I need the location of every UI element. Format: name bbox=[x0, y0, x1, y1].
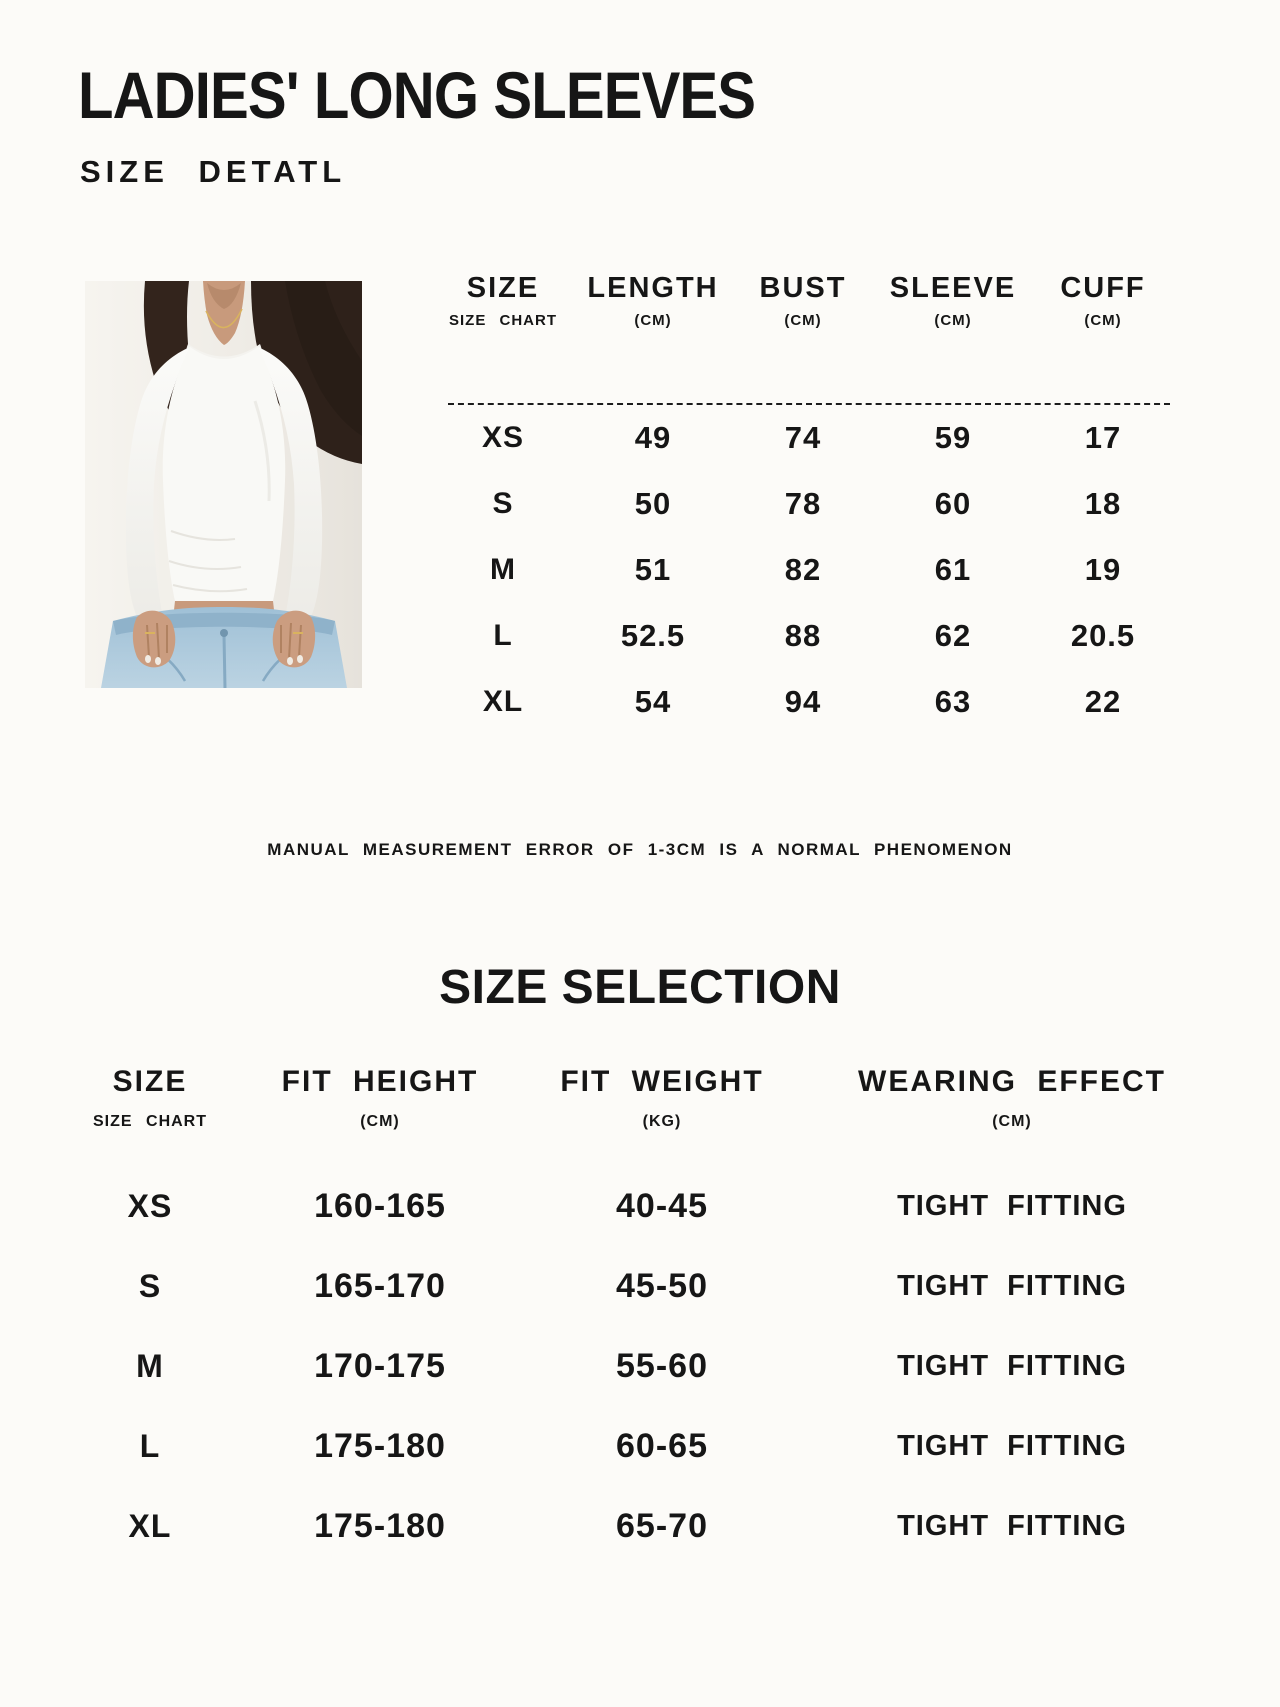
cell-size: M bbox=[490, 553, 516, 586]
cell-size: S bbox=[492, 487, 514, 520]
table-row: XL 54 94 63 22 bbox=[428, 669, 1178, 735]
cell-fit-weight: 40-45 bbox=[616, 1186, 708, 1225]
column-subheader-cuff: (CM) bbox=[1084, 312, 1122, 329]
cell-wearing-effect: TIGHT FITTING bbox=[897, 1509, 1127, 1542]
cell-length: 50 bbox=[634, 486, 672, 521]
column-header-size: SIZE bbox=[466, 272, 540, 304]
table-row: S 165-170 45-50 TIGHT FITTING bbox=[60, 1247, 1220, 1325]
cell-sleeve: 59 bbox=[934, 420, 972, 455]
cell-bust: 94 bbox=[784, 684, 822, 719]
cell-fit-weight: 60-65 bbox=[616, 1426, 708, 1465]
column-header-bust: BUST bbox=[759, 272, 847, 304]
cell-fit-weight: 45-50 bbox=[616, 1266, 708, 1305]
cell-bust: 74 bbox=[784, 420, 822, 455]
cell-bust: 88 bbox=[784, 618, 822, 653]
cell-sleeve: 61 bbox=[934, 552, 972, 587]
cell-fit-height: 175-180 bbox=[314, 1426, 446, 1465]
cell-bust: 78 bbox=[784, 486, 822, 521]
size-detail-subheader-row: SIZE CHART (CM) (CM) (CM) (CM) bbox=[428, 312, 1178, 334]
cell-size: XS bbox=[127, 1187, 173, 1224]
cell-wearing-effect: TIGHT FITTING bbox=[897, 1269, 1127, 1302]
column-header-cuff: CUFF bbox=[1060, 272, 1146, 304]
table-row: L 175-180 60-65 TIGHT FITTING bbox=[60, 1407, 1220, 1485]
table-row: L 52.5 88 62 20.5 bbox=[428, 603, 1178, 669]
column-subheader-bust: (CM) bbox=[784, 312, 822, 329]
column-header-fit-weight: FIT WEIGHT bbox=[560, 1065, 764, 1098]
product-photo bbox=[85, 281, 362, 688]
cell-fit-height: 170-175 bbox=[314, 1346, 446, 1385]
column-subheader-length: (CM) bbox=[634, 312, 672, 329]
column-header-fit-height: FIT HEIGHT bbox=[281, 1065, 479, 1098]
cell-fit-height: 165-170 bbox=[314, 1266, 446, 1305]
table-row: M 170-175 55-60 TIGHT FITTING bbox=[60, 1327, 1220, 1405]
cell-fit-weight: 65-70 bbox=[616, 1506, 708, 1545]
column-subheader-sleeve: (CM) bbox=[934, 312, 972, 329]
cell-cuff: 22 bbox=[1084, 684, 1122, 719]
section-title-size-selection: SIZE SELECTION bbox=[439, 961, 841, 1014]
column-header-wearing-effect: WEARING EFFECT bbox=[858, 1065, 1166, 1098]
measurement-note: MANUAL MEASUREMENT ERROR OF 1-3CM IS A N… bbox=[267, 840, 1013, 859]
cell-wearing-effect: TIGHT FITTING bbox=[897, 1349, 1127, 1382]
cell-size: S bbox=[138, 1267, 162, 1304]
column-subheader-wearing-effect: (CM) bbox=[992, 1113, 1032, 1130]
cell-length: 49 bbox=[634, 420, 672, 455]
cell-wearing-effect: TIGHT FITTING bbox=[897, 1429, 1127, 1462]
cell-size: XL bbox=[482, 685, 524, 718]
cell-cuff: 18 bbox=[1084, 486, 1122, 521]
cell-length: 52.5 bbox=[620, 618, 686, 653]
cell-bust: 82 bbox=[784, 552, 822, 587]
column-subheader-size: SIZE CHART bbox=[93, 1113, 207, 1130]
table-row: XS 49 74 59 17 bbox=[428, 405, 1178, 471]
product-photo-illustration bbox=[85, 281, 362, 688]
size-selection-header-row: SIZE FIT HEIGHT FIT WEIGHT WEARING EFFEC… bbox=[60, 1065, 1220, 1101]
table-row: XL 175-180 65-70 TIGHT FITTING bbox=[60, 1487, 1220, 1565]
cell-wearing-effect: TIGHT FITTING bbox=[897, 1189, 1127, 1222]
column-header-sleeve: SLEEVE bbox=[889, 272, 1017, 304]
cell-cuff: 19 bbox=[1084, 552, 1122, 587]
size-detail-header-row: SIZE LENGTH BUST SLEEVE CUFF bbox=[428, 272, 1178, 306]
dashed-divider bbox=[448, 403, 1170, 405]
size-selection-table: SIZE FIT HEIGHT FIT WEIGHT WEARING EFFEC… bbox=[60, 1065, 1220, 1565]
column-subheader-size: SIZE CHART bbox=[449, 312, 557, 329]
cell-cuff: 17 bbox=[1084, 420, 1122, 455]
cell-length: 54 bbox=[634, 684, 672, 719]
table-row: S 50 78 60 18 bbox=[428, 471, 1178, 537]
cell-sleeve: 62 bbox=[934, 618, 972, 653]
table-row: XS 160-165 40-45 TIGHT FITTING bbox=[60, 1167, 1220, 1245]
page-title: LADIES' LONG SLEEVES bbox=[78, 58, 756, 132]
cell-size: XL bbox=[128, 1507, 172, 1544]
cell-size: M bbox=[136, 1347, 164, 1384]
cell-cuff: 20.5 bbox=[1070, 618, 1136, 653]
cell-size: L bbox=[493, 619, 513, 652]
cell-fit-height: 175-180 bbox=[314, 1506, 446, 1545]
table-row: M 51 82 61 19 bbox=[428, 537, 1178, 603]
page-subtitle: SIZE DETATL bbox=[80, 154, 347, 189]
cell-size: XS bbox=[481, 421, 525, 454]
cell-length: 51 bbox=[634, 552, 672, 587]
column-header-length: LENGTH bbox=[587, 272, 719, 304]
size-selection-subheader-row: SIZE CHART (CM) (KG) (CM) bbox=[60, 1113, 1220, 1135]
column-subheader-fit-height: (CM) bbox=[360, 1113, 400, 1130]
cell-sleeve: 60 bbox=[934, 486, 972, 521]
size-detail-table: SIZE LENGTH BUST SLEEVE CUFF SIZE CHART … bbox=[428, 272, 1178, 735]
cell-sleeve: 63 bbox=[934, 684, 972, 719]
cell-fit-height: 160-165 bbox=[314, 1186, 446, 1225]
column-header-size: SIZE bbox=[112, 1065, 188, 1098]
column-subheader-fit-weight: (KG) bbox=[642, 1113, 682, 1130]
cell-size: L bbox=[139, 1427, 161, 1464]
cell-fit-weight: 55-60 bbox=[616, 1346, 708, 1385]
